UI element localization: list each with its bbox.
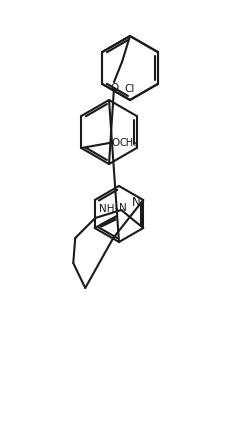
Text: O: O xyxy=(110,83,118,93)
Text: N: N xyxy=(119,203,126,213)
Text: N: N xyxy=(131,195,140,208)
Text: NH₂: NH₂ xyxy=(99,204,118,214)
Text: Cl: Cl xyxy=(125,84,135,94)
Text: CH₃: CH₃ xyxy=(119,138,137,148)
Text: O: O xyxy=(111,138,120,148)
